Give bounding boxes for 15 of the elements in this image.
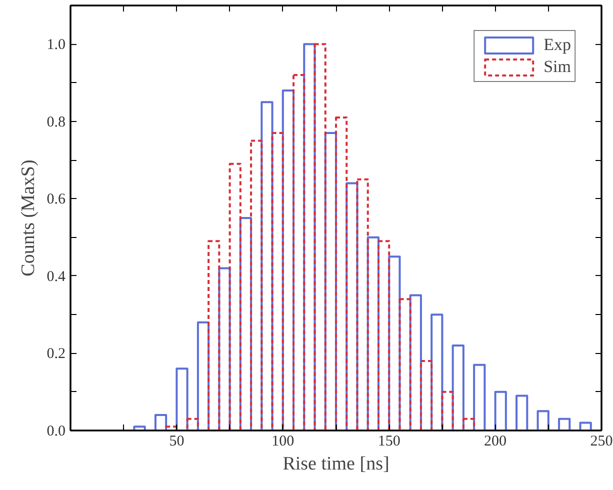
x-axis-title: Rise time [ns] xyxy=(282,454,390,474)
y-tick-label: 0.8 xyxy=(46,114,66,130)
x-tick-label: 50 xyxy=(169,434,184,450)
x-tick-label: 150 xyxy=(378,434,400,450)
x-tick-label: 200 xyxy=(484,434,507,450)
x-tick-label: 250 xyxy=(590,434,613,450)
y-tick-label: 0.2 xyxy=(46,346,66,362)
x-tick-label: 100 xyxy=(272,434,294,450)
legend-label: Sim xyxy=(544,57,571,77)
y-axis-title: Counts (MaxS) xyxy=(18,160,39,276)
y-tick-label: 0.0 xyxy=(46,424,66,440)
y-tick-label: 0.6 xyxy=(46,192,66,208)
y-tick-label: 1.0 xyxy=(46,37,66,54)
y-tick-label: 0.4 xyxy=(46,268,66,285)
legend-label: Exp xyxy=(544,35,571,55)
